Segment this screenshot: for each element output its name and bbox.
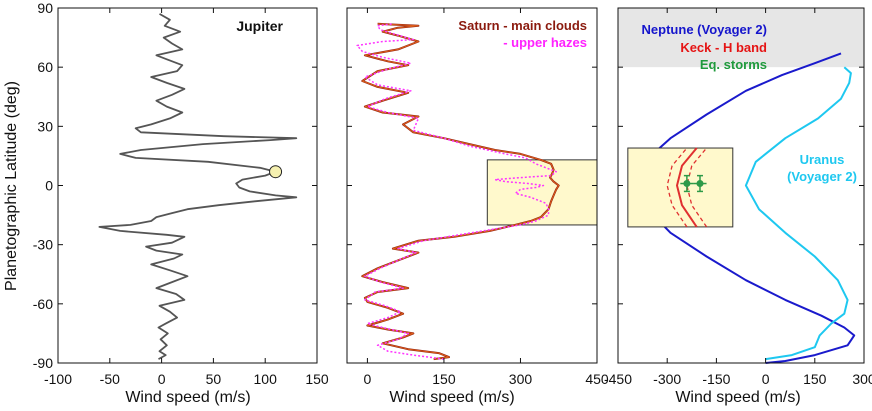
ice-giants-panel: -450 -300 -150 0 150 300 Neptune (Voyager 2) …: [604, 7, 872, 406]
keck-inset-box: [627, 147, 734, 228]
saturn-upper-hazes-line: [356, 23, 557, 360]
x-tick-label: 300: [509, 371, 533, 387]
uranus-label-line1: Uranus: [800, 152, 845, 167]
y-tick-label: 30: [37, 118, 53, 134]
uranus-wind-profile: [744, 66, 852, 361]
keck-profile-error-low: [666, 147, 688, 228]
equatorial-storm-point: [696, 180, 704, 188]
polar-shaded-region: [618, 8, 864, 68]
y-tick-label: -90: [33, 355, 53, 371]
x-tick-label: -150: [702, 371, 730, 387]
x-tick-label: 100: [254, 371, 278, 387]
saturn-equatorial-box: [486, 159, 598, 226]
jupiter-panel: -100 -50 0 50 100 150 90 60 30 0 -30 -60 -90 Jupiter…: [33, 0, 329, 406]
x-tick-label: 150: [305, 371, 329, 387]
neptune-wind-profile: [633, 52, 856, 364]
jupiter-x-axis-label: Wind speed (m/s): [125, 389, 250, 406]
keck-legend: Keck - H band: [680, 40, 767, 55]
x-tick-label: 0: [364, 371, 372, 387]
x-tick-label: 450: [585, 371, 609, 387]
x-tick-label: -100: [44, 371, 72, 387]
x-tick-label: -300: [653, 371, 681, 387]
x-tick-label: 0: [762, 371, 770, 387]
storms-legend: Eq. storms: [700, 57, 767, 72]
x-tick-label: 50: [206, 371, 222, 387]
equatorial-storm-point: [683, 180, 691, 188]
keck-profile-error-high: [686, 147, 708, 228]
saturn-main-clouds-highlight: [361, 23, 560, 360]
y-tick-label: -30: [33, 237, 53, 253]
saturn-legend-main: Saturn - main clouds: [458, 18, 587, 33]
saturn-legend-hazes: - upper hazes: [503, 35, 587, 50]
neptune-legend: Neptune (Voyager 2): [642, 22, 767, 37]
keck-profile: [676, 147, 698, 228]
jupiter-plot-frame: [57, 7, 318, 364]
x-tick-label: 300: [852, 371, 872, 387]
y-tick-label: 0: [45, 178, 53, 194]
x-tick-label: -450: [604, 371, 632, 387]
saturn-panel: 0 150 300 450 Saturn - main clouds - upper …: [346, 7, 609, 406]
x-tick-label: 0: [158, 371, 166, 387]
y-tick-label: -60: [33, 296, 53, 312]
saturn-x-axis-label: Wind speed (m/s): [389, 389, 514, 406]
jupiter-feature-marker: [269, 165, 283, 179]
y-axis-label: Planetographic Latitude (deg): [3, 81, 20, 291]
x-tick-label: 150: [803, 371, 827, 387]
ice-giants-x-axis-label: Wind speed (m/s): [675, 389, 800, 406]
jupiter-title: Jupiter: [236, 18, 283, 34]
y-tick-label: 60: [37, 59, 53, 75]
jupiter-wind-profile: [98, 13, 298, 360]
uranus-label-line2: (Voyager 2): [787, 169, 857, 184]
y-tick-label: 90: [37, 0, 53, 16]
x-tick-label: -50: [100, 371, 120, 387]
x-tick-label: 150: [432, 371, 456, 387]
